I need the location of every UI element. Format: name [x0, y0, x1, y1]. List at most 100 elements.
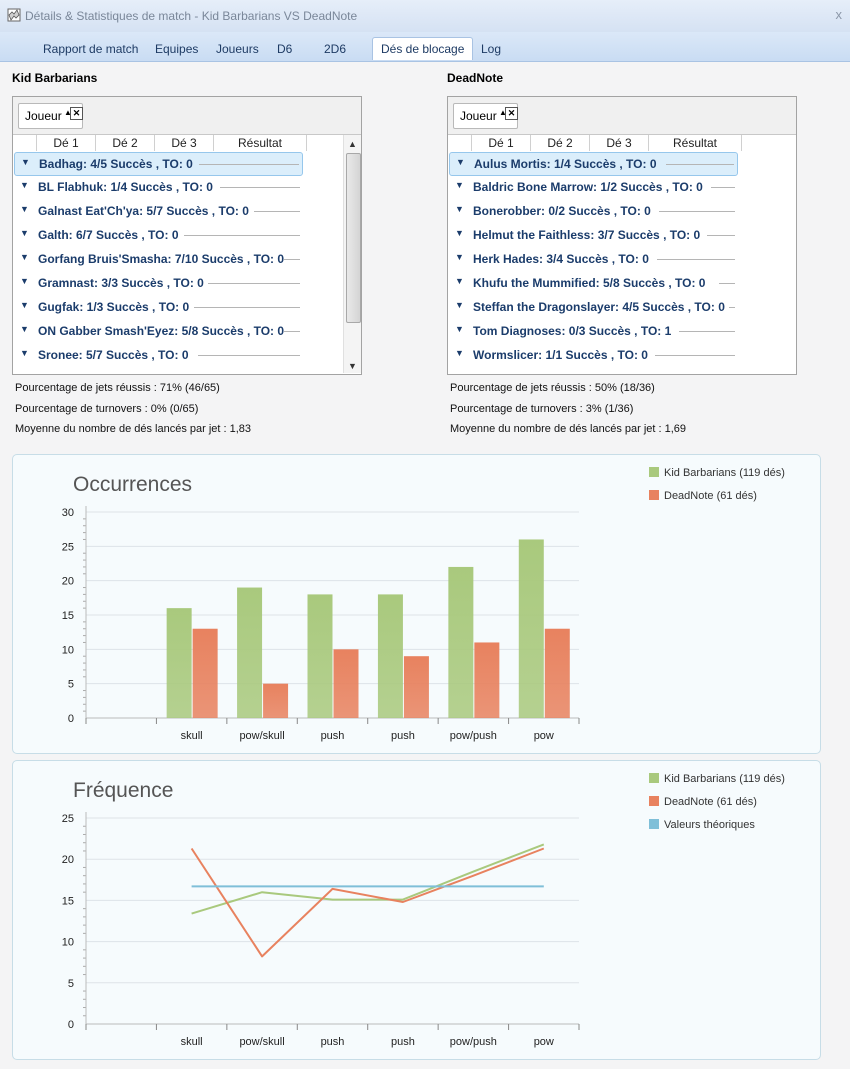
y-tick-label: 10: [62, 937, 74, 949]
remove-group-icon[interactable]: ✕: [505, 107, 518, 120]
group-row-label: Gorfang Bruis'Smasha: 7/10 Succès , TO: …: [38, 252, 285, 266]
chevron-down-icon[interactable]: ▼: [456, 157, 465, 167]
legend-label: Kid Barbarians (119 dés): [664, 773, 785, 785]
sort-asc-icon[interactable]: ▲: [64, 108, 72, 117]
group-row[interactable]: ▼ Herk Hades: 3/4 Succès , TO: 0: [449, 248, 738, 270]
bar-deadnote: [544, 628, 570, 718]
y-tick-label: 5: [68, 679, 74, 691]
group-row[interactable]: ▼ Galnast Eat'Ch'ya: 5/7 Succès , TO: 0: [14, 200, 303, 222]
chevron-down-icon[interactable]: ▼: [20, 276, 29, 286]
stat-success-rate-away: Pourcentage de jets réussis : 50% (18/36…: [450, 382, 655, 394]
x-tick-label: pow/skull: [239, 730, 284, 742]
group-row[interactable]: ▼ Aulus Mortis: 1/4 Succès , TO: 0: [449, 152, 738, 176]
header-de2[interactable]: Dé 2: [96, 135, 155, 151]
window-title: Détails & Statistiques de match - Kid Ba…: [25, 9, 358, 23]
x-tick-label: push: [391, 1036, 415, 1048]
chevron-down-icon[interactable]: ▼: [455, 276, 464, 286]
group-row[interactable]: ▼ Gramnast: 3/3 Succès , TO: 0: [14, 272, 303, 294]
divider: [220, 187, 300, 188]
chevron-down-icon[interactable]: ▼: [455, 180, 464, 190]
chevron-down-icon[interactable]: ▼: [20, 204, 29, 214]
player-grid-home[interactable]: Joueur ▲ ✕ Dé 1 Dé 2 Dé 3 Résultat ▼ Badh…: [12, 96, 362, 375]
header-resultat[interactable]: Résultat: [214, 135, 307, 151]
group-row[interactable]: ▼ Bonerobber: 0/2 Succès , TO: 0: [449, 200, 738, 222]
header-de1[interactable]: Dé 1: [472, 135, 531, 151]
stat-turnover-rate-home: Pourcentage de turnovers : 0% (0/65): [15, 403, 199, 415]
divider: [208, 283, 300, 284]
scroll-up-icon[interactable]: ▲: [348, 139, 357, 149]
bar-kid-barbarians: [307, 594, 333, 718]
group-row[interactable]: ▼ Baldric Bone Marrow: 1/2 Succès , TO: 0: [449, 176, 738, 198]
group-chip-joueur[interactable]: Joueur ▲ ✕: [18, 103, 83, 129]
header-de1[interactable]: Dé 1: [37, 135, 96, 151]
chevron-down-icon[interactable]: ▼: [455, 228, 464, 238]
header-de3[interactable]: Dé 3: [155, 135, 214, 151]
chevron-down-icon[interactable]: ▼: [20, 180, 29, 190]
tab-equipes[interactable]: Equipes: [155, 42, 199, 56]
chevron-down-icon[interactable]: ▼: [20, 300, 29, 310]
bar-kid-barbarians: [448, 566, 474, 718]
group-row[interactable]: ▼ Tom Diagnoses: 0/3 Succès , TO: 1: [449, 320, 738, 342]
group-row[interactable]: ▼ Khufu the Mummified: 5/8 Succès , TO: 0: [449, 272, 738, 294]
group-row[interactable]: ▼ Steffan the Dragonslayer: 4/5 Succès , …: [449, 296, 738, 318]
group-row[interactable]: ▼ Gugfak: 1/3 Succès , TO: 0: [14, 296, 303, 318]
chevron-down-icon[interactable]: ▼: [20, 324, 29, 334]
chevron-down-icon[interactable]: ▼: [455, 324, 464, 334]
header-resultat[interactable]: Résultat: [649, 135, 742, 151]
chevron-down-icon[interactable]: ▼: [455, 204, 464, 214]
group-row[interactable]: ▼ ON Gabber Smash'Eyez: 5/8 Succès , TO: …: [14, 320, 303, 342]
vertical-scrollbar[interactable]: ▲ ▼: [343, 135, 361, 373]
group-row[interactable]: ▼ Wormslicer: 1/1 Succès , TO: 0: [449, 344, 738, 366]
close-icon[interactable]: x: [835, 7, 843, 22]
chevron-down-icon[interactable]: ▼: [21, 157, 30, 167]
player-grid-away[interactable]: Joueur ▲ ✕ Dé 1 Dé 2 Dé 3 Résultat ▼ Aulu…: [447, 96, 797, 375]
chevron-down-icon[interactable]: ▼: [20, 228, 29, 238]
group-row[interactable]: ▼ Gorfang Bruis'Smasha: 7/10 Succès , TO:…: [14, 248, 303, 270]
scroll-thumb[interactable]: [346, 153, 361, 323]
chevron-down-icon[interactable]: ▼: [455, 252, 464, 262]
y-tick-label: 20: [62, 576, 74, 588]
divider: [719, 283, 735, 284]
scroll-down-icon[interactable]: ▼: [348, 361, 357, 371]
stat-turnover-rate-away: Pourcentage de turnovers : 3% (1/36): [450, 403, 634, 415]
y-tick-label: 25: [62, 813, 74, 825]
chevron-down-icon[interactable]: ▼: [455, 300, 464, 310]
legend-swatch: [649, 773, 659, 783]
window-titlebar: Détails & Statistiques de match - Kid Ba…: [0, 0, 850, 32]
tab-2d6[interactable]: 2D6: [324, 42, 347, 56]
tab-rapport-de-match[interactable]: Rapport de match: [43, 42, 139, 56]
stat-success-rate-home: Pourcentage de jets réussis : 71% (46/65…: [15, 382, 220, 394]
y-tick-label: 5: [68, 978, 74, 990]
chevron-down-icon[interactable]: ▼: [20, 252, 29, 262]
group-row-label: Tom Diagnoses: 0/3 Succès , TO: 1: [473, 324, 672, 338]
remove-group-icon[interactable]: ✕: [70, 107, 83, 120]
tab-d6[interactable]: D6: [277, 42, 293, 56]
stat-avg-dice-away: Moyenne du nombre de dés lancés par jet …: [450, 423, 687, 435]
stat-avg-dice-home: Moyenne du nombre de dés lancés par jet …: [15, 423, 252, 435]
chevron-down-icon[interactable]: ▼: [20, 348, 29, 358]
tab-des-de-blocage[interactable]: Dés de blocage: [372, 37, 474, 60]
app-icon: [7, 8, 21, 22]
header-de3[interactable]: Dé 3: [590, 135, 649, 151]
group-row-label: Baldric Bone Marrow: 1/2 Succès , TO: 0: [473, 180, 703, 194]
y-tick-label: 20: [62, 854, 74, 866]
group-row[interactable]: ▼ BL Flabhuk: 1/4 Succès , TO: 0: [14, 176, 303, 198]
x-tick-label: pow/push: [450, 730, 497, 742]
bar-kid-barbarians: [518, 539, 544, 718]
bar-deadnote: [333, 649, 359, 718]
chevron-down-icon[interactable]: ▼: [455, 348, 464, 358]
divider: [679, 331, 735, 332]
divider: [199, 164, 299, 165]
bar-kid-barbarians: [237, 587, 263, 718]
group-row[interactable]: ▼ Helmut the Faithless: 3/7 Succès , TO: …: [449, 224, 738, 246]
tab-joueurs[interactable]: Joueurs: [216, 42, 259, 56]
header-de2[interactable]: Dé 2: [531, 135, 590, 151]
line-deadnote: [190, 847, 545, 958]
group-row[interactable]: ▼ Galth: 6/7 Succès , TO: 0: [14, 224, 303, 246]
sort-asc-icon[interactable]: ▲: [499, 108, 507, 117]
group-row[interactable]: ▼ Sronee: 5/7 Succès , TO: 0: [14, 344, 303, 366]
tab-log[interactable]: Log: [481, 42, 502, 56]
group-chip-joueur[interactable]: Joueur ▲ ✕: [453, 103, 518, 129]
divider: [198, 355, 300, 356]
group-row[interactable]: ▼ Badhag: 4/5 Succès , TO: 0: [14, 152, 303, 176]
